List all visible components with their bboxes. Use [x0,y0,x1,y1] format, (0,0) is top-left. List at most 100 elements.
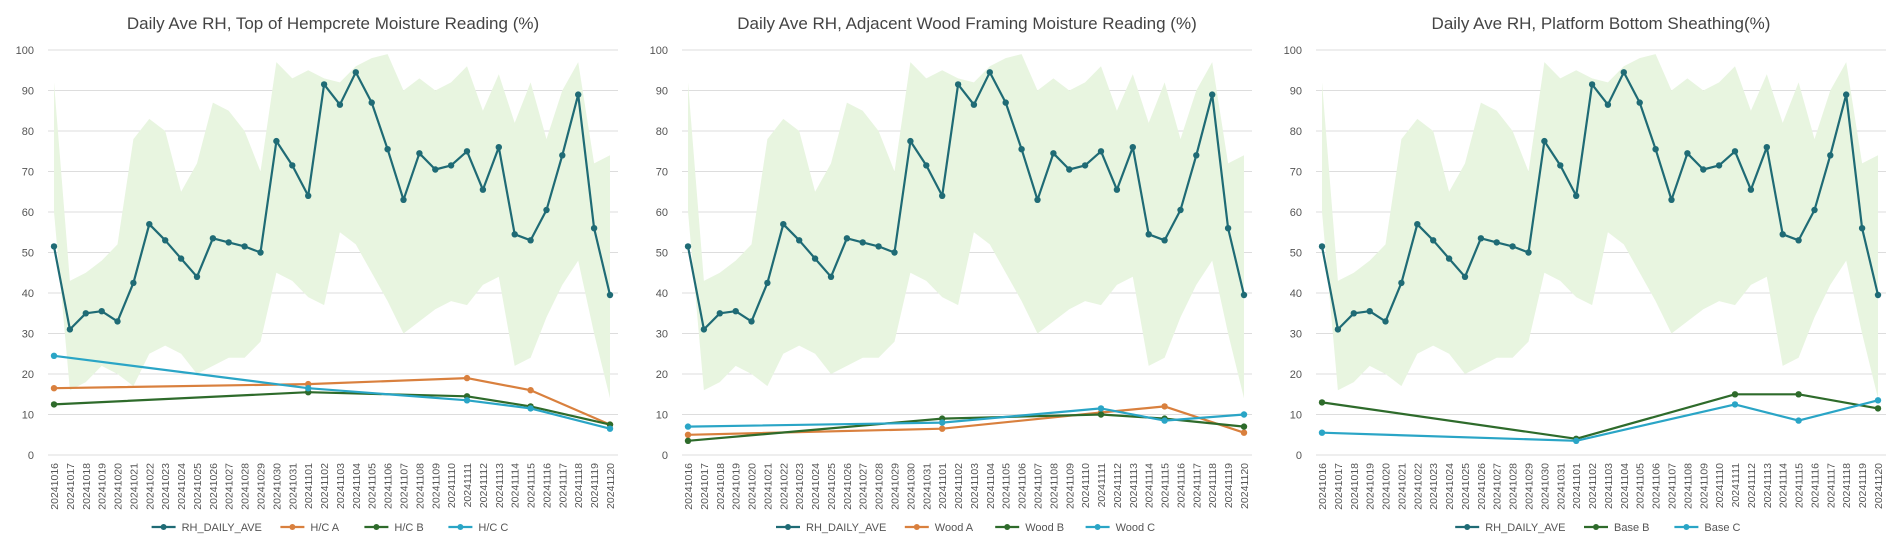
y-tick-label: 20 [656,369,668,381]
x-tick-label: 20241111 [462,463,474,508]
x-tick-label: 20241108 [1682,463,1694,509]
x-tick-label: 20241117 [1825,463,1837,508]
x-tick-label: 20241031 [1555,463,1567,510]
data-point [1843,91,1850,98]
x-tick-label: 20241110 [1080,463,1092,508]
data-point [1002,99,1009,106]
data-point [1763,144,1770,151]
x-tick-label: 20241028 [874,463,886,510]
series-rh-daily-ave [1318,69,1882,333]
legend-item: H/C C [448,522,508,534]
x-tick-label: 20241031 [287,463,299,510]
x-tick-label: 20241023 [794,463,806,510]
x-tick-label: 20241024 [176,463,188,510]
data-point [1034,196,1041,203]
data-point [66,326,74,333]
data-point [447,162,455,169]
data-point [1731,148,1739,155]
data-point [559,152,566,159]
data-point [1177,206,1184,214]
x-tick-label: 20241018 [81,463,93,510]
series-wood-b [684,411,1248,444]
x-tick-label: 20241107 [1032,463,1044,509]
x-tick-label: 20241109 [1064,463,1076,509]
y-tick-label: 90 [1290,86,1302,98]
y-tick-label: 60 [1290,207,1302,219]
x-tick-label: 20241018 [1349,463,1361,510]
x-tick-label: 20241026 [208,463,220,510]
y-tick-label: 100 [16,45,34,57]
data-point [1445,255,1453,262]
x-tick-label: 20241101 [303,463,315,509]
data-point [970,101,978,108]
legend-marker [457,524,464,530]
data-point [1398,279,1405,287]
x-tick-label: 20241104 [1619,463,1631,509]
y-tick-label: 40 [22,288,34,300]
data-point [1573,192,1580,199]
x-tick-label: 20241117 [1191,463,1203,508]
data-point [177,255,185,262]
x-tick-label: 20241118 [1207,463,1219,508]
data-point [1715,162,1723,169]
legend-label: Base C [1704,522,1740,534]
y-tick-label: 70 [656,167,668,179]
x-tick-label: 20241114 [1144,463,1156,508]
data-point [1874,405,1882,412]
data-point [209,235,217,242]
data-point [1097,405,1105,412]
x-tick-label: 20241022 [778,463,790,510]
legend-label: H/C A [310,522,339,534]
data-point [1318,429,1326,436]
y-tick-label: 0 [662,450,668,462]
data-point [1240,291,1248,299]
data-point [543,206,550,214]
x-tick-label: 20241028 [1508,463,1520,510]
x-tick-label: 20241017 [699,463,711,510]
x-tick-label: 20241117 [557,463,569,508]
data-point [1858,225,1866,232]
data-point [527,405,534,412]
y-tick-label: 100 [1284,45,1302,57]
legend-item: Wood A [904,522,974,534]
data-point [827,273,835,280]
data-point [939,419,946,426]
legend: RH_DAILY_AVE Base B Base C [1455,522,1741,534]
data-point [1129,144,1136,151]
legend: RH_DAILY_AVE H/C A H/C B H/C C [151,522,508,534]
data-point [114,318,121,325]
data-point [495,144,502,151]
series-line [1321,393,1879,440]
x-tick-label: 20241103 [969,463,981,509]
data-point [811,255,819,262]
data-point [416,150,423,157]
y-tick-label: 70 [22,167,34,179]
data-point [511,231,518,238]
data-point [1731,391,1739,398]
x-tick-label: 20241113 [1128,463,1140,508]
x-tick-label: 20241018 [715,463,727,510]
data-point [305,192,312,199]
x-tick-label: 20241021 [1396,463,1408,510]
legend-marker [1593,524,1599,530]
data-point [1240,423,1248,430]
x-tick-label: 20241115 [526,463,538,508]
data-point [1224,225,1232,232]
legend-label: H/C B [394,522,423,534]
data-point [1161,417,1168,424]
x-tick-label: 20241027 [858,463,870,510]
y-tick-label: 60 [22,207,34,219]
data-point [1081,162,1089,169]
x-tick-label: 20241115 [1160,463,1172,508]
data-point [1747,186,1755,193]
data-point [463,397,471,404]
data-point [575,91,582,98]
series-rh-daily-ave [684,69,1248,333]
data-point [1350,310,1357,317]
chart-1: Daily Ave RH, Adjacent Wood Framing Mois… [650,14,1252,534]
legend-label: RH_DAILY_AVE [806,522,886,534]
data-point [606,291,614,299]
data-point [1161,237,1168,244]
data-point [684,437,692,444]
